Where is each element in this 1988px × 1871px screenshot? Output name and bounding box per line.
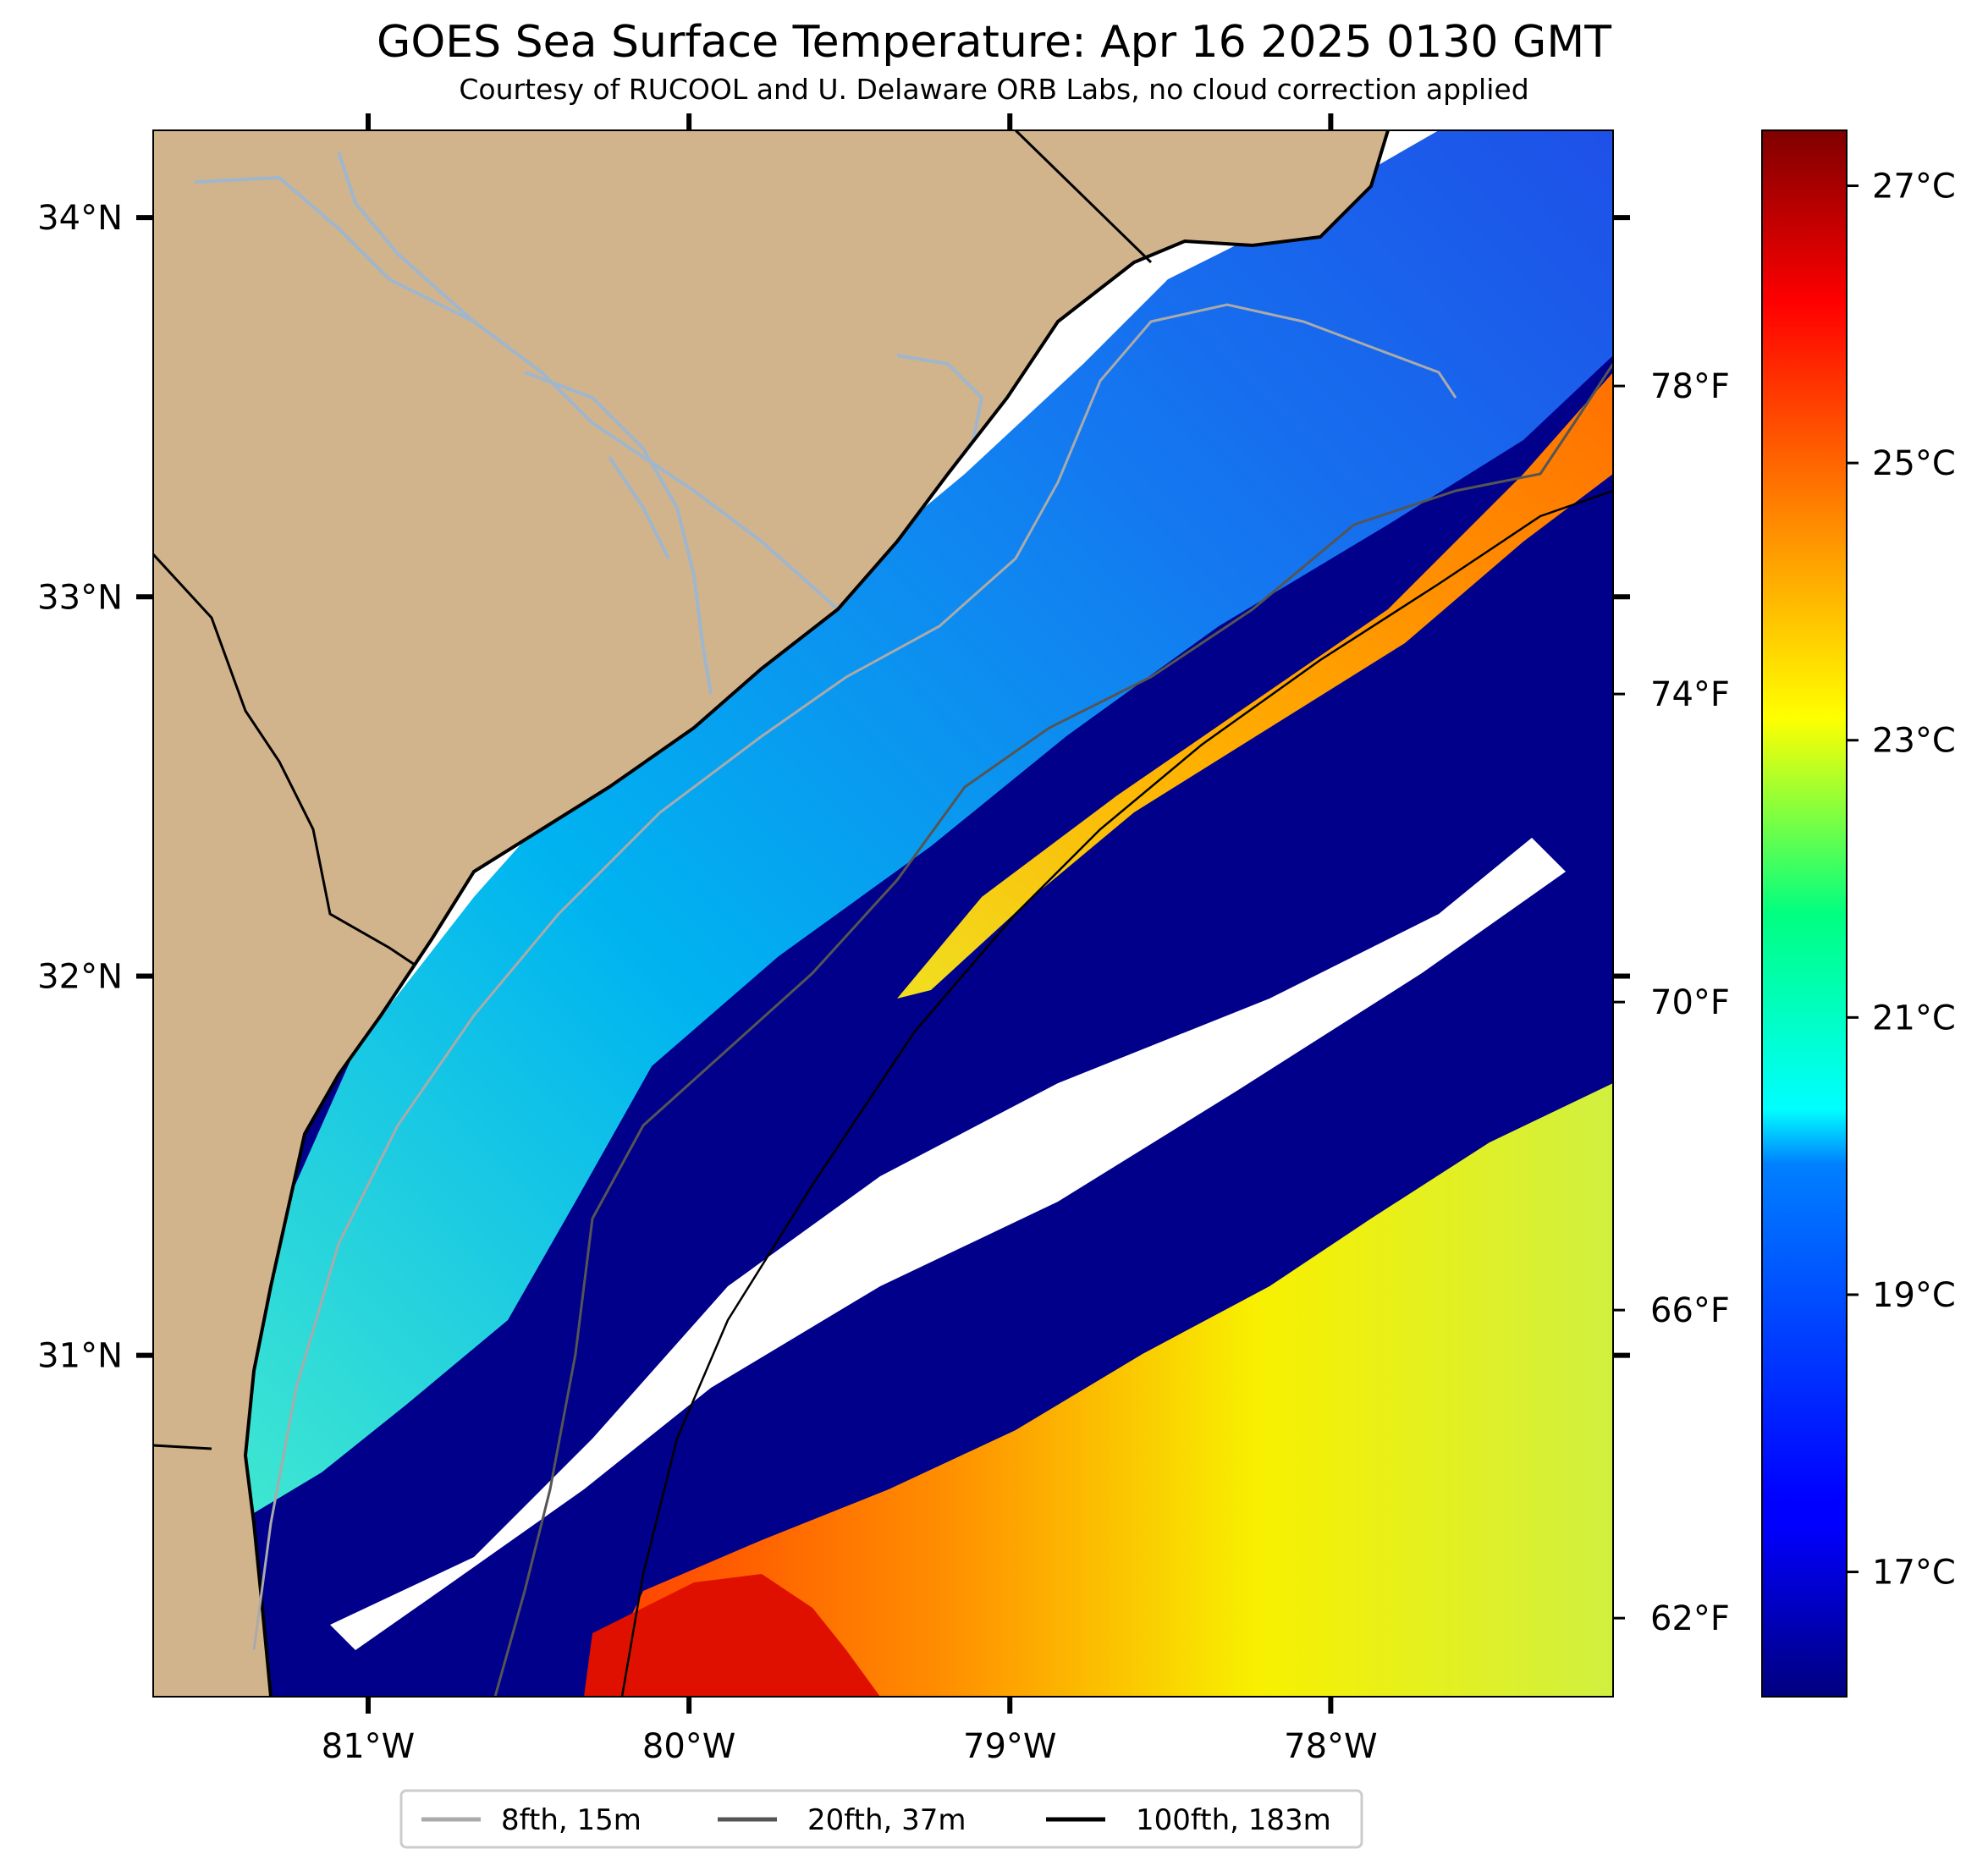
legend-label-8fth: 8fth, 15m bbox=[501, 1803, 642, 1837]
map-frame bbox=[152, 129, 1614, 1698]
isobath-legend: 8fth, 15m 20fth, 37m 100fth, 183m bbox=[399, 1789, 1363, 1849]
land bbox=[153, 130, 1388, 1697]
map-area bbox=[153, 130, 1613, 1697]
celsius-tick-label: 25°C bbox=[1872, 444, 1956, 483]
fahrenheit-tick-label: 74°F bbox=[1650, 675, 1730, 714]
map-title: GOES Sea Surface Temperature: Apr 16 202… bbox=[377, 17, 1611, 68]
lat-tick-label: 32°N bbox=[37, 957, 123, 996]
state-borders bbox=[153, 130, 1153, 1450]
celsius-tick-label: 23°C bbox=[1872, 722, 1956, 761]
lon-tick-label: 78°W bbox=[1284, 1727, 1377, 1766]
celsius-tick-label: 27°C bbox=[1872, 168, 1956, 206]
fahrenheit-tick-label: 78°F bbox=[1650, 367, 1730, 406]
lon-tick-label: 81°W bbox=[322, 1727, 415, 1766]
celsius-tick-label: 21°C bbox=[1872, 999, 1956, 1037]
celsius-tick-label: 19°C bbox=[1872, 1276, 1956, 1315]
map-axes: 34°N 33°N 32°N 31°N 81°W 80°W 79°W 78°W bbox=[37, 113, 1630, 1766]
isobath-8fth bbox=[252, 303, 1457, 1651]
colorbar-ticks: 27°C 25°C 23°C 21°C 19°C 17°C 78°F 74°F 70°F 66°F… bbox=[1613, 168, 1956, 1638]
lat-tick-label: 33°N bbox=[37, 578, 123, 617]
celsius-tick-label: 17°C bbox=[1872, 1554, 1956, 1593]
legend-box bbox=[399, 1789, 1363, 1849]
fahrenheit-tick-label: 62°F bbox=[1650, 1599, 1730, 1638]
fahrenheit-tick-label: 66°F bbox=[1650, 1291, 1730, 1330]
red-water-patch bbox=[584, 1574, 880, 1697]
map-subtitle: Courtesy of RUCOOL and U. Delaware ORB L… bbox=[459, 73, 1529, 106]
isobath-100fth bbox=[620, 489, 1613, 1697]
colorbar bbox=[1761, 129, 1848, 1698]
lon-tick-label: 80°W bbox=[642, 1727, 735, 1766]
gulf-stream-filament bbox=[897, 372, 1613, 999]
isobath-20fth bbox=[493, 363, 1613, 1697]
lon-tick-label: 79°W bbox=[963, 1727, 1056, 1766]
coastline bbox=[243, 130, 1390, 1697]
shelf-water-region bbox=[237, 130, 1613, 1523]
lat-tick-label: 31°N bbox=[37, 1337, 123, 1376]
fahrenheit-tick-label: 70°F bbox=[1650, 983, 1730, 1022]
warm-water-region bbox=[592, 1083, 1613, 1697]
legend-label-20fth: 20fth, 37m bbox=[807, 1803, 966, 1837]
lat-tick-label: 34°N bbox=[37, 199, 123, 238]
legend-label-100fth: 100fth, 183m bbox=[1136, 1803, 1331, 1837]
cloud-band bbox=[330, 838, 1566, 1650]
